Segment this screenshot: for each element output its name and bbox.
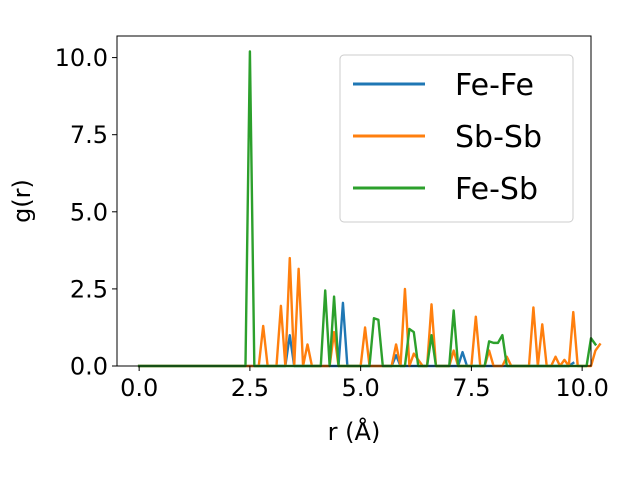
- y-tick-label: 7.5: [70, 121, 108, 149]
- x-tick-label: 0.0: [120, 374, 158, 402]
- legend-label-sb-sb: Sb-Sb: [455, 120, 542, 155]
- legend-label-fe-fe: Fe-Fe: [455, 68, 534, 103]
- y-axis-ticks: 0.0 2.5 5.0 7.5 10.0: [55, 44, 117, 381]
- x-tick-label: 10.0: [555, 374, 608, 402]
- legend-box: [339, 54, 574, 223]
- y-axis-label: g(r): [8, 179, 36, 223]
- y-tick-label: 0.0: [70, 353, 108, 381]
- axes-frame: [116, 35, 592, 367]
- x-tick-label: 7.5: [452, 374, 490, 402]
- x-tick-label: 2.5: [231, 374, 269, 402]
- series-line-fe-fe: [137, 301, 575, 368]
- x-axis-ticks: 0.0 2.5 5.0 7.5 10.0: [120, 366, 609, 402]
- x-axis-label: r (Å): [328, 417, 381, 446]
- y-tick-label: 5.0: [70, 198, 108, 226]
- series-line-sb-sb: [137, 256, 602, 368]
- legend-label-fe-sb: Fe-Sb: [455, 172, 538, 207]
- legend: Fe-Fe Sb-Sb Fe-Sb: [339, 54, 574, 223]
- y-tick-label: 2.5: [70, 275, 108, 303]
- x-tick-label: 5.0: [342, 374, 380, 402]
- y-tick-label: 10.0: [55, 44, 108, 72]
